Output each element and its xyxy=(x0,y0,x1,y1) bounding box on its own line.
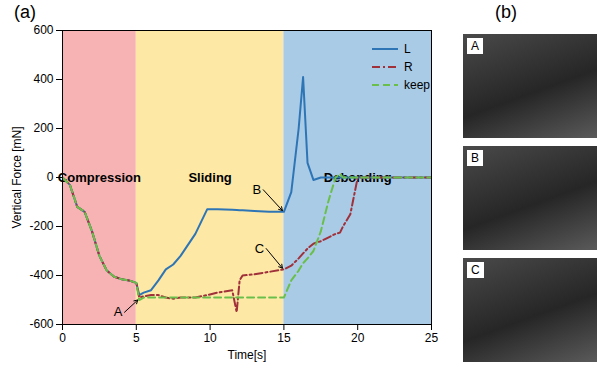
html-text:C: C xyxy=(471,263,480,277)
svg-text:0: 0 xyxy=(47,170,54,184)
svg-text:15: 15 xyxy=(277,331,291,345)
svg-text:0: 0 xyxy=(59,331,66,345)
svg-text:200: 200 xyxy=(33,121,53,135)
svg-text:600: 600 xyxy=(33,23,53,37)
html-text:(a): (a) xyxy=(14,2,36,22)
svg-text:A: A xyxy=(114,304,123,319)
svg-text:5: 5 xyxy=(133,331,140,345)
html-text:A: A xyxy=(471,39,479,53)
svg-text:20: 20 xyxy=(351,331,365,345)
svg-text:Vertical Force [mN]: Vertical Force [mN] xyxy=(10,126,24,228)
svg-text:25: 25 xyxy=(425,331,439,345)
svg-text:-600: -600 xyxy=(29,317,53,331)
svg-text:B: B xyxy=(253,182,262,197)
html-text:L: L xyxy=(404,42,411,56)
svg-text:Compression: Compression xyxy=(58,170,141,185)
html-text:keep: keep xyxy=(404,78,430,92)
svg-text:-400: -400 xyxy=(29,268,53,282)
html-text:(b): (b) xyxy=(495,2,517,22)
svg-text:-200: -200 xyxy=(29,219,53,233)
svg-text:Sliding: Sliding xyxy=(188,170,231,185)
svg-text:C: C xyxy=(255,241,264,256)
svg-text:10: 10 xyxy=(203,331,217,345)
svg-text:400: 400 xyxy=(33,72,53,86)
html-text:R: R xyxy=(404,60,413,74)
html-text:B: B xyxy=(471,151,479,165)
svg-text:Time[s]: Time[s] xyxy=(228,348,267,362)
